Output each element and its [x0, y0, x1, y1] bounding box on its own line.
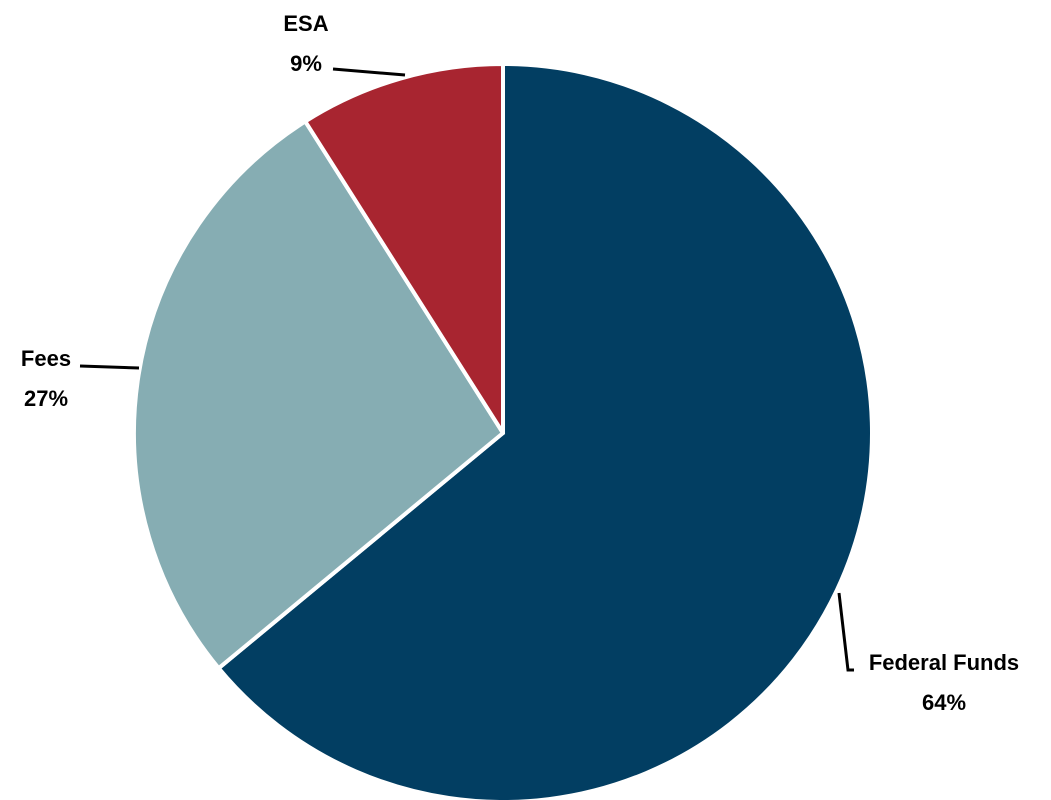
pie-slices — [132, 62, 874, 800]
pie-slice-esa — [303, 62, 505, 435]
slice-label-federal-funds: Federal Funds — [869, 650, 1019, 675]
slice-value-esa: 9% — [290, 51, 322, 76]
pie-slice-federal-funds — [216, 62, 874, 800]
slice-value-fees: 27% — [24, 386, 68, 411]
leader-line-fees — [79, 364, 140, 370]
slice-label-esa: ESA — [283, 11, 328, 36]
leader-line-esa — [332, 67, 406, 77]
leader-line-federal-funds — [837, 592, 854, 672]
pie-slice-fees — [132, 119, 505, 671]
slice-value-federal-funds: 64% — [922, 690, 966, 715]
slice-label-fees: Fees — [21, 346, 71, 371]
